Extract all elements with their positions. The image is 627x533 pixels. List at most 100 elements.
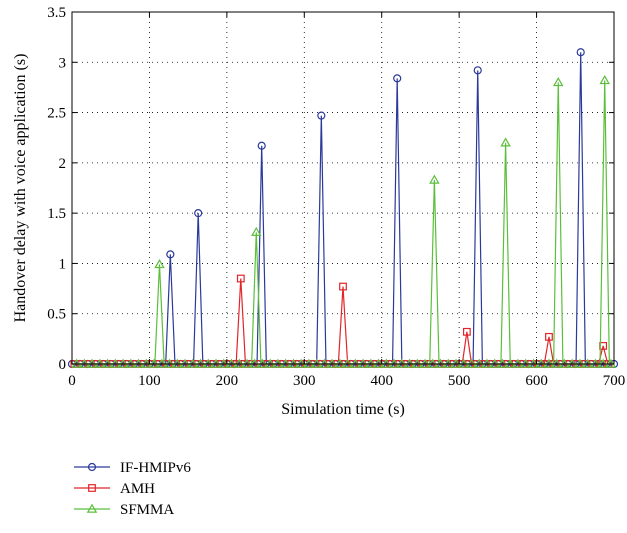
baseline-marker xyxy=(280,358,291,368)
baseline-marker xyxy=(574,358,586,368)
baseline-marker xyxy=(241,358,253,368)
peak-marker xyxy=(545,332,553,341)
baseline-marker xyxy=(203,358,214,368)
baseline-marker xyxy=(373,358,384,368)
baseline-marker xyxy=(86,358,98,368)
baseline-marker xyxy=(187,358,199,368)
baseline-marker xyxy=(427,358,439,368)
baseline-marker xyxy=(597,358,609,368)
x-tick-label: 400 xyxy=(370,373,393,389)
baseline-marker xyxy=(125,358,137,368)
baseline-marker xyxy=(435,358,446,368)
baseline-marker xyxy=(303,358,315,368)
baseline-marker xyxy=(443,358,454,368)
baseline-marker xyxy=(543,358,555,368)
legend-marker xyxy=(87,462,97,472)
baseline-marker xyxy=(566,358,578,368)
legend-entry: IF-HMIPv6 xyxy=(74,460,191,476)
baseline-marker xyxy=(334,358,346,368)
baseline-marker xyxy=(489,358,500,368)
baseline-marker xyxy=(272,358,284,368)
legend-entry: SFMMA xyxy=(74,502,174,518)
peak-marker xyxy=(553,76,564,87)
baseline-marker xyxy=(71,358,82,368)
baseline-marker xyxy=(94,358,106,368)
baseline-marker xyxy=(466,358,477,368)
baseline-marker xyxy=(388,358,400,368)
baseline-marker xyxy=(295,358,307,368)
y-tick-label: 2.5 xyxy=(47,106,66,122)
peak-marker xyxy=(257,141,266,150)
peak-marker xyxy=(576,48,585,57)
baseline-marker xyxy=(357,358,369,368)
y-tick-label: 1 xyxy=(59,256,67,272)
y-tick-label: 0.5 xyxy=(47,307,66,323)
baseline-marker xyxy=(419,358,431,368)
plot-frame xyxy=(71,11,615,365)
peak-marker xyxy=(473,66,482,75)
peak-marker xyxy=(462,327,471,336)
y-axis-title: Handover delay with voice application (s… xyxy=(12,54,29,323)
baseline-marker xyxy=(234,358,245,368)
peak-marker xyxy=(339,282,347,291)
legend-marker xyxy=(88,484,96,492)
baseline-marker xyxy=(195,358,206,368)
y-tick-label: 0 xyxy=(59,357,67,373)
baseline-marker xyxy=(79,358,90,368)
baseline-marker xyxy=(520,358,531,368)
baseline-marker xyxy=(590,358,601,368)
baseline-marker xyxy=(497,358,508,368)
y-tick-label: 3 xyxy=(59,55,67,71)
baseline-marker xyxy=(133,358,144,368)
baseline-marker xyxy=(156,358,168,368)
peak-marker xyxy=(500,137,511,147)
baseline-marker xyxy=(404,358,415,368)
peak-marker xyxy=(194,209,203,218)
baseline-marker xyxy=(582,358,593,368)
baseline-marker xyxy=(164,358,175,368)
baseline-marker xyxy=(365,358,377,368)
baseline-marker xyxy=(110,358,121,368)
tick-layer: 0 100 200 300 400 500 600 700 0 0.5 1 1.5 2 2.5 3 3.5 xyxy=(47,5,625,389)
legend-entry: AMH xyxy=(74,481,155,497)
peak-marker xyxy=(166,250,175,259)
x-tick-label: 0 xyxy=(68,373,76,389)
y-tick-label: 2 xyxy=(59,156,67,172)
legend-label: IF-HMIPv6 xyxy=(120,460,191,476)
baseline-marker xyxy=(257,358,268,368)
baseline-marker xyxy=(172,358,183,368)
baseline-marker xyxy=(450,358,462,368)
baseline-marker xyxy=(117,358,129,368)
baseline-marker xyxy=(264,358,276,368)
baseline-marker xyxy=(481,358,493,368)
baseline-marker xyxy=(141,358,152,368)
legend-marker xyxy=(86,503,98,513)
x-tick-label: 300 xyxy=(293,373,316,389)
peak-marker xyxy=(154,259,165,269)
baseline-marker xyxy=(319,358,330,368)
peak-marker xyxy=(251,226,262,237)
baseline-marker xyxy=(412,358,423,368)
peak-marker xyxy=(429,174,440,184)
peak-marker xyxy=(236,274,245,283)
baseline-marker xyxy=(505,358,516,368)
legend-label: SFMMA xyxy=(120,502,174,518)
legend: IF-HMIPv6 AMH SFMMA xyxy=(74,460,191,518)
baseline-marker xyxy=(528,358,539,368)
x-tick-label: 100 xyxy=(138,373,161,389)
baseline-marker xyxy=(396,358,408,368)
baseline-marker xyxy=(326,358,338,368)
baseline-marker xyxy=(535,358,547,368)
baseline-marker xyxy=(210,358,222,368)
x-tick-label: 200 xyxy=(216,373,239,389)
baseline-marker xyxy=(381,358,392,368)
baseline-marker xyxy=(311,358,322,368)
baseline-marker xyxy=(226,358,237,368)
peak-marker xyxy=(599,74,610,85)
baseline-marker xyxy=(218,358,229,368)
legend-label: AMH xyxy=(120,481,155,497)
peak-marker xyxy=(393,74,402,83)
